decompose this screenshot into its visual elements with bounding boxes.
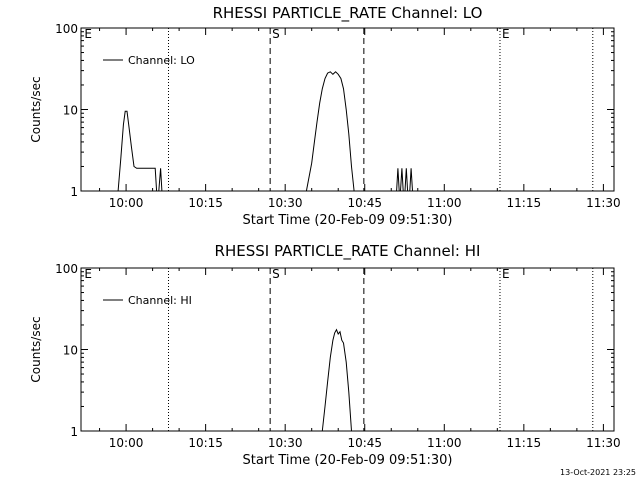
panel-2-y-tick-label: 10 — [63, 344, 78, 358]
panel-2-x-tick-label: 10:00 — [109, 436, 144, 450]
panel-1-x-tick-label: 10:45 — [347, 196, 382, 210]
panel-1-y-tick-label: 100 — [55, 22, 78, 36]
panel-1-series-line-segment-3 — [305, 71, 355, 192]
panel-2-marker-label: E — [502, 267, 510, 281]
panel-1-y-axis-label: Counts/sec — [29, 76, 43, 142]
panel-2-marker-label: E — [84, 267, 92, 281]
panel-2-x-tick-label: 10:45 — [347, 436, 382, 450]
timestamp-label: 13-Oct-2021 23:25 — [560, 468, 636, 477]
panel-1-series-line-segment-1 — [117, 110, 158, 192]
panel-1-legend-label: Channel: LO — [128, 54, 195, 67]
panel-2-y-axis-label: Counts/sec — [29, 316, 43, 382]
panel-1-x-tick-label: 11:30 — [586, 196, 621, 210]
panel-1-y-tick-label: 1 — [70, 185, 78, 199]
panel-1-title: RHESSI PARTICLE_RATE Channel: LO — [213, 4, 483, 23]
panel-1-x-tick-label: 11:00 — [427, 196, 462, 210]
panel-1-series-line-segment-7 — [409, 168, 413, 192]
panel-1-series-line-segment-4 — [396, 168, 400, 192]
panel-2-title: RHESSI PARTICLE_RATE Channel: HI — [215, 242, 481, 261]
panel-1-x-tick-label: 10:15 — [188, 196, 223, 210]
panel-2-legend-label: Channel: HI — [128, 294, 192, 307]
panel-1-x-tick-label: 10:00 — [109, 196, 144, 210]
panel-2-x-tick-label: 10:15 — [188, 436, 223, 450]
panel-1-x-tick-label: 11:15 — [507, 196, 542, 210]
panel-1-marker-label: S — [272, 27, 280, 41]
panel-2-marker-label: S — [272, 267, 280, 281]
panel-1-y-tick-label: 10 — [63, 104, 78, 118]
panel-2-frame — [80, 267, 615, 432]
panel-2-x-tick-label: 11:30 — [586, 436, 621, 450]
panel-1-x-tick-label: 10:30 — [268, 196, 303, 210]
panel-2-y-tick-label: 100 — [55, 262, 78, 276]
panel-2-x-tick-label: 11:00 — [427, 436, 462, 450]
panel-1-x-axis-label: Start Time (20-Feb-09 09:51:30) — [243, 213, 453, 228]
panel-1-series-line-segment-5 — [400, 168, 404, 192]
panel-1-marker-label: E — [502, 27, 510, 41]
panel-1-series-line-segment-6 — [404, 168, 409, 192]
panel-1-series-line-segment-2 — [158, 168, 163, 192]
panel-2-x-tick-label: 11:15 — [507, 436, 542, 450]
panel-2-x-axis-label: Start Time (20-Feb-09 09:51:30) — [243, 453, 453, 468]
panel-2-y-tick-label: 1 — [70, 425, 78, 439]
panel-1-marker-label: E — [84, 27, 92, 41]
panel-2-series-line-segment-1 — [321, 328, 352, 432]
panel-2-x-tick-label: 10:30 — [268, 436, 303, 450]
panel-1-frame — [80, 27, 615, 192]
